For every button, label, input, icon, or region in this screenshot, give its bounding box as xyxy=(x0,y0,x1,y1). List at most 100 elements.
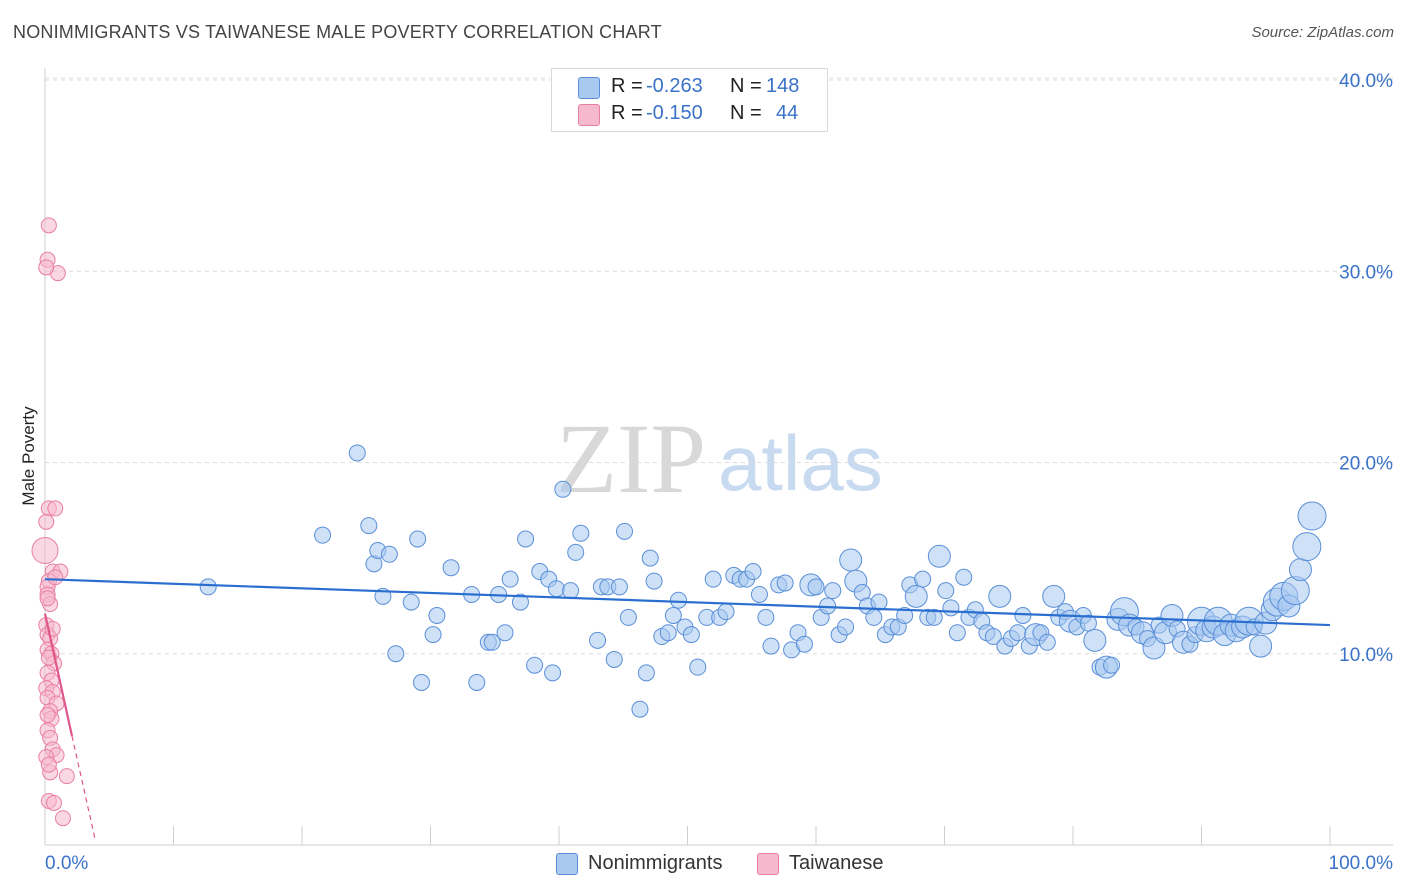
nonimmigrants-point xyxy=(948,624,966,642)
nonimmigrants-point xyxy=(610,578,628,596)
trend-lines xyxy=(43,578,1331,840)
y-tick-label: 20.0% xyxy=(1339,454,1393,475)
nonimmigrants-point xyxy=(896,607,914,624)
bottom-legend-label: Nonimmigrants xyxy=(588,852,723,874)
nonimmigrants-point xyxy=(572,524,590,542)
taiwanese-point xyxy=(31,536,59,564)
nonimmigrants-point xyxy=(1042,584,1066,608)
nonimmigrants-point xyxy=(1083,628,1107,652)
watermark-zip: ZIP xyxy=(556,403,706,514)
legend-swatch-blue xyxy=(578,77,600,99)
nonimmigrants-point xyxy=(424,626,442,644)
nonimmigrants-point xyxy=(955,568,973,586)
taiwanese-point xyxy=(39,706,56,723)
nonimmigrants-point xyxy=(605,650,623,668)
gridlines xyxy=(45,77,1393,655)
nonimmigrants-point xyxy=(1249,634,1273,658)
watermark: ZIP atlas xyxy=(556,403,883,514)
nonimmigrants-point xyxy=(914,570,932,588)
taiwanese-point xyxy=(40,217,57,234)
nonimmigrants-point xyxy=(670,591,688,609)
legend-r-label: R = xyxy=(611,102,643,124)
nonimmigrants-point xyxy=(199,578,217,596)
y-axis-label: Male Poverty xyxy=(19,406,38,506)
y-tick-label: 30.0% xyxy=(1339,262,1393,283)
nonimmigrants-point xyxy=(517,530,535,548)
nonimmigrants-point xyxy=(927,544,951,568)
nonimmigrants-point xyxy=(776,574,794,592)
bottom-legend-swatch-blue xyxy=(556,853,578,875)
nonimmigrants-point xyxy=(1009,624,1027,642)
nonimmigrants-point xyxy=(645,572,663,590)
nonimmigrants-point xyxy=(1297,501,1327,531)
legend-n-value: 148 xyxy=(766,75,800,97)
y-tick-label: 40.0% xyxy=(1339,71,1393,92)
nonimmigrants-point xyxy=(554,480,572,498)
taiwanese-trendline-extension xyxy=(71,735,96,840)
nonimmigrants-point xyxy=(547,580,565,598)
nonimmigrants-point xyxy=(942,599,960,617)
nonimmigrants-point xyxy=(937,582,955,600)
nonimmigrants-point xyxy=(567,543,585,561)
taiwanese-point xyxy=(38,513,55,530)
nonimmigrants-point xyxy=(750,585,768,603)
nonimmigrants-point xyxy=(314,526,332,544)
nonimmigrants-point xyxy=(659,624,677,642)
nonimmigrants-point xyxy=(837,618,855,636)
nonimmigrants-point xyxy=(616,522,634,540)
nonimmigrants-trendline xyxy=(44,578,1331,627)
nonimmigrants-point xyxy=(795,635,813,653)
taiwanese-point xyxy=(54,810,71,827)
legend-r-label: R = xyxy=(611,75,643,97)
nonimmigrants-point xyxy=(762,637,780,655)
chart-title: NONIMMIGRANTS VS TAIWANESE MALE POVERTY … xyxy=(13,22,662,42)
nonimmigrants-point xyxy=(1280,576,1310,606)
taiwanese-points xyxy=(31,217,75,827)
nonimmigrants-point xyxy=(807,578,825,596)
nonimmigrants-point xyxy=(757,608,775,626)
nonimmigrants-point xyxy=(682,626,700,644)
nonimmigrants-point xyxy=(717,603,735,621)
nonimmigrants-point xyxy=(402,593,420,611)
legend-r-value: -0.263 xyxy=(646,75,703,97)
nonimmigrants-point xyxy=(360,517,378,535)
nonimmigrants-point xyxy=(511,593,529,611)
taiwanese-trendline xyxy=(43,613,74,737)
nonimmigrants-points xyxy=(199,444,1327,718)
legend-n-label: N = xyxy=(730,75,762,97)
source-label: Source: ZipAtlas.com xyxy=(1251,24,1394,41)
taiwanese-point xyxy=(40,756,57,773)
taiwanese-point xyxy=(47,500,64,517)
nonimmigrants-point xyxy=(387,645,405,663)
legend-n-label: N = xyxy=(730,102,762,124)
nonimmigrants-point xyxy=(925,608,943,626)
legend: R = -0.263 N = 148 R = -0.150 N = 44 xyxy=(551,68,828,132)
nonimmigrants-point xyxy=(483,633,501,651)
legend-row-taiwanese: R = -0.150 N = 44 xyxy=(552,100,827,126)
nonimmigrants-point xyxy=(1142,636,1166,660)
nonimmigrants-point xyxy=(526,656,544,674)
nonimmigrants-point xyxy=(468,673,486,691)
nonimmigrants-point xyxy=(664,607,682,624)
x-tick-label: 0.0% xyxy=(45,853,88,874)
nonimmigrants-point xyxy=(839,548,863,572)
taiwanese-point xyxy=(39,590,56,607)
taiwanese-point xyxy=(45,794,62,811)
nonimmigrants-point xyxy=(704,570,722,588)
nonimmigrants-point xyxy=(984,628,1002,646)
nonimmigrants-point xyxy=(1014,607,1032,624)
legend-n-value: 44 xyxy=(776,102,799,124)
nonimmigrants-point xyxy=(865,608,883,626)
nonimmigrants-point xyxy=(562,582,580,600)
nonimmigrants-point xyxy=(442,559,460,577)
nonimmigrants-point xyxy=(619,608,637,626)
nonimmigrants-point xyxy=(641,549,659,567)
bottom-legend-swatch-pink xyxy=(757,853,779,875)
nonimmigrants-point xyxy=(689,658,707,676)
nonimmigrants-point xyxy=(589,631,607,649)
legend-r-value: -0.150 xyxy=(646,102,703,124)
legend-row-nonimmigrants: R = -0.263 N = 148 xyxy=(552,73,827,99)
nonimmigrants-point xyxy=(380,545,398,563)
nonimmigrants-point xyxy=(988,584,1012,608)
nonimmigrants-point xyxy=(501,570,519,588)
